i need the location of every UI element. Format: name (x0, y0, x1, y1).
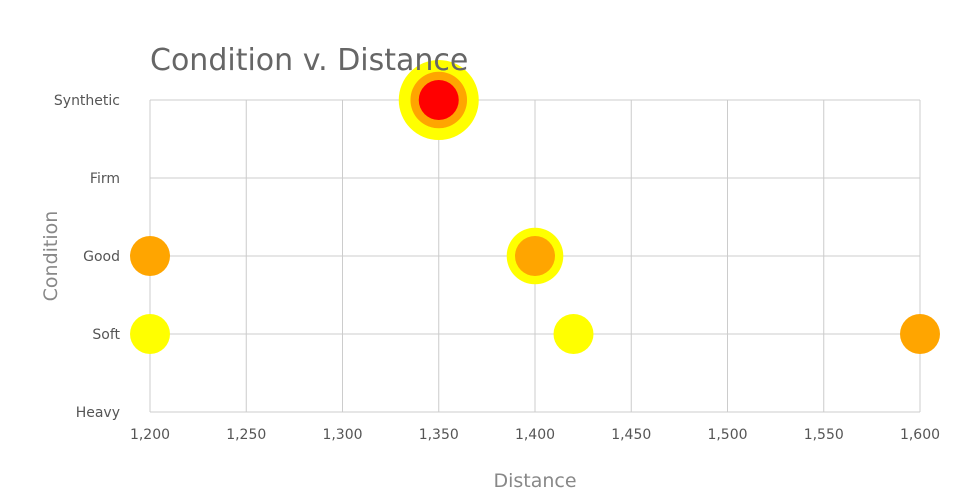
x-tick-label: 1,600 (900, 427, 940, 443)
x-tick-label: 1,450 (611, 427, 651, 443)
x-tick-label: 1,350 (419, 427, 459, 443)
y-axis-title: Condition (40, 211, 62, 302)
x-tick-label: 1,300 (322, 427, 362, 443)
chart-title: Condition v. Distance (150, 43, 468, 78)
bubble (553, 314, 594, 354)
bubble (130, 236, 170, 276)
bubble (418, 80, 459, 120)
bubble (130, 314, 170, 354)
bubble (515, 236, 555, 276)
y-tick-label: Soft (92, 327, 120, 343)
y-axis-ticks: Heavy Soft Good Firm Synthetic (54, 93, 121, 421)
y-tick-label: Good (83, 249, 120, 265)
x-axis-title: Distance (493, 470, 576, 492)
y-tick-label: Heavy (76, 405, 120, 421)
bubble-series (130, 60, 940, 354)
bubble (900, 314, 940, 354)
y-tick-label: Synthetic (54, 93, 120, 109)
x-tick-label: 1,250 (226, 427, 266, 443)
x-tick-label: 1,200 (130, 427, 170, 443)
x-tick-label: 1,500 (707, 427, 747, 443)
grid (149, 99, 921, 413)
x-tick-label: 1,550 (804, 427, 844, 443)
x-axis-ticks: 1,200 1,250 1,300 1,350 1,400 1,450 1,500 1,550… (130, 427, 940, 443)
x-tick-label: 1,400 (515, 427, 555, 443)
y-tick-label: Firm (90, 171, 120, 187)
